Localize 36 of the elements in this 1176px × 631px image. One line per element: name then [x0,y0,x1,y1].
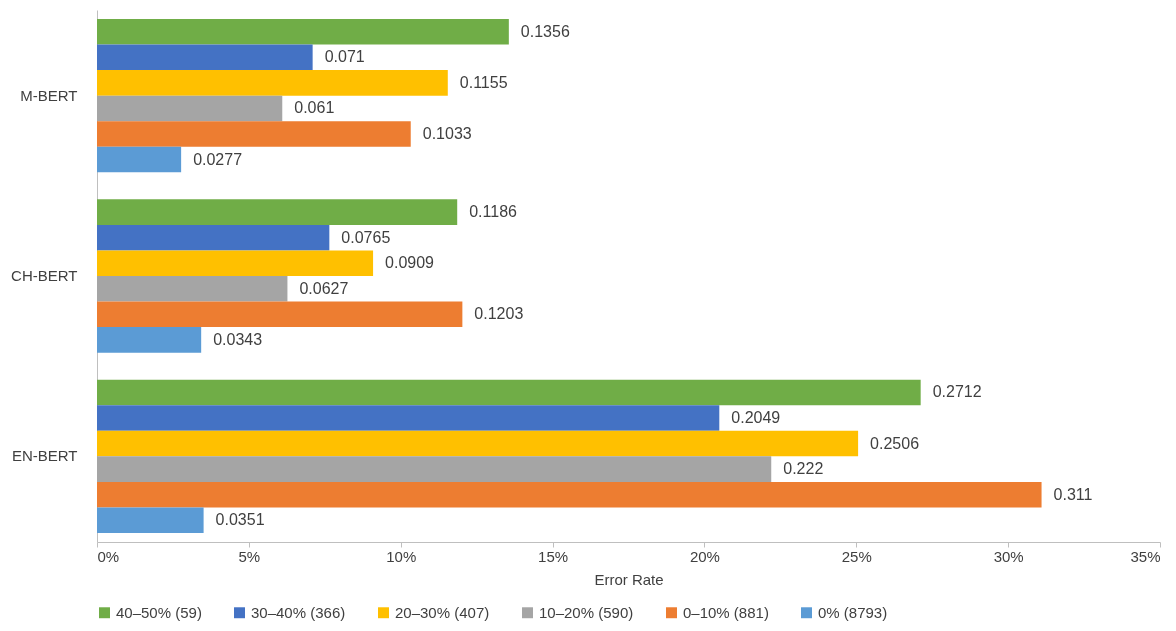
x-tick-label: 10% [386,547,417,565]
data-label: 0.061 [294,99,335,117]
legend-label: 0% (8793) [818,603,888,621]
legend-label: 30–40% (366) [251,603,346,621]
x-tick-label: 25% [841,547,872,565]
x-tick-label: 30% [993,547,1024,565]
x-tick-label: 35% [1130,547,1161,565]
legend-label: 10–20% (590) [539,603,634,621]
data-label: 0.0765 [341,228,391,246]
data-label: 0.0909 [385,254,435,272]
data-label: 0.1155 [459,73,508,91]
legend-label: 0–10% (881) [683,603,769,621]
x-tick-label: 15% [538,547,569,565]
data-label: 0.0277 [193,150,243,168]
data-label: 0.0343 [213,330,263,348]
data-label: 0.1203 [474,305,524,323]
data-label: 0.071 [324,48,365,66]
data-label: 0.2506 [870,434,920,452]
data-label: 0.0627 [299,279,349,297]
data-label: 0.222 [783,460,824,478]
data-label: 0.1033 [422,124,472,142]
data-label: 0.2049 [731,409,781,427]
legend-label: 20–30% (407) [395,603,490,621]
x-tick-label: 5% [238,547,261,565]
data-label: 0.1186 [469,203,518,221]
data-label: 0.1356 [520,22,570,40]
y-tick-label: M-BERT [20,86,78,104]
x-axis-title: Error Rate [594,570,664,588]
data-label: 0.2712 [932,383,982,401]
legend-label: 40–50% (59) [116,603,202,621]
y-tick-label: EN-BERT [11,447,78,465]
data-label: 0.0351 [215,511,265,529]
y-tick-label: CH-BERT [11,267,78,284]
x-tick-label: 20% [689,547,720,565]
data-label: 0.311 [1053,485,1093,503]
x-tick-label: 0% [97,547,120,565]
